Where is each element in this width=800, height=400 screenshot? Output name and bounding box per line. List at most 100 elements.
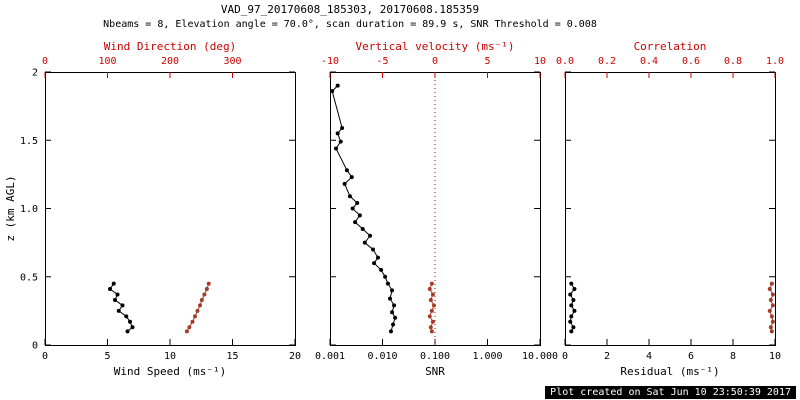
point-snr (344, 168, 349, 173)
point-snr (371, 247, 376, 252)
point-snr (342, 181, 347, 186)
point-vertical-velocity (427, 287, 432, 292)
point-residual (572, 308, 577, 313)
tick-label: 20 (289, 351, 301, 362)
point-vertical-velocity (429, 308, 434, 313)
panel-frame (45, 72, 296, 346)
tick-label: 0 (32, 341, 38, 352)
tick-label: 2 (32, 68, 38, 79)
point-residual (569, 303, 574, 308)
tick-label: 10.000 (522, 351, 558, 362)
point-snr (330, 89, 335, 94)
tick-label: 0.5 (20, 272, 38, 283)
tick-label: 2 (604, 351, 610, 362)
point-snr (392, 303, 397, 308)
tick-label: 10 (534, 56, 546, 67)
point-snr (355, 201, 360, 206)
series-line-wind-direction (186, 283, 210, 332)
point-wind-speed (108, 287, 112, 292)
series-line-wind-speed (109, 283, 134, 332)
point-correlation (769, 314, 774, 319)
point-residual (571, 325, 576, 330)
point-snr (375, 255, 380, 260)
tick-label: 0 (42, 351, 48, 362)
point-snr (393, 315, 398, 320)
point-correlation (770, 319, 775, 324)
point-residual (569, 281, 574, 286)
point-snr (357, 213, 362, 218)
point-snr (335, 83, 340, 88)
tick-label: 0.001 (315, 351, 345, 362)
point-wind-direction (190, 319, 195, 324)
point-snr (388, 329, 393, 334)
top-axis-label: Wind Direction (deg) (104, 40, 236, 53)
point-wind-direction (204, 287, 209, 292)
tick-label: 4 (646, 351, 652, 362)
y-axis-label: z (km AGL) (4, 175, 17, 241)
point-wind-speed (115, 292, 120, 297)
point-snr (360, 226, 365, 231)
tick-label: 0.0 (556, 56, 574, 67)
point-snr (391, 322, 396, 327)
tick-label: 1.0 (766, 56, 784, 67)
point-correlation (770, 303, 775, 308)
top-axis-label: Correlation (634, 40, 707, 53)
point-wind-speed (111, 281, 116, 286)
point-wind-speed (116, 308, 121, 313)
series-line-snr (331, 85, 396, 332)
tick-label: 0.010 (367, 351, 397, 362)
point-snr (388, 296, 393, 301)
tick-label: 0 (42, 56, 48, 67)
series-line-residual (569, 283, 576, 332)
point-vertical-velocity (429, 329, 434, 334)
tick-label: 8 (730, 351, 736, 362)
point-residual (568, 292, 573, 297)
bottom-axis-label: Wind Speed (ms⁻¹) (114, 365, 227, 378)
tick-label: 300 (223, 56, 241, 67)
point-correlation (769, 281, 774, 286)
point-residual (568, 319, 573, 324)
point-vertical-velocity (430, 319, 435, 324)
point-wind-direction (202, 292, 207, 297)
point-snr (385, 281, 390, 286)
panel-snr: 0.001 0.010 0.100 1.000 10.000 SNR -10 -5 0 5 10 Ve… (315, 40, 558, 378)
tick-label: 1.000 (472, 351, 502, 362)
point-snr (349, 175, 354, 180)
point-snr (390, 288, 395, 293)
tick-label: 0.2 (598, 56, 616, 67)
series-line-correlation (769, 283, 774, 332)
point-wind-speed (113, 297, 117, 302)
point-wind-direction (195, 308, 200, 313)
point-snr (379, 267, 384, 272)
plot-subtitle: Nbeams = 8, Elevation angle = 70.0°, sca… (103, 19, 597, 30)
point-wind-direction (198, 303, 202, 308)
point-snr (338, 139, 343, 144)
point-correlation (767, 308, 772, 313)
point-correlation (769, 329, 774, 334)
series-line-vertical-velocity (429, 283, 435, 332)
plot-title: VAD_97_20170608_185303, 20170608.185359 (220, 3, 480, 16)
tick-label: 0 (432, 56, 438, 67)
point-vertical-velocity (427, 314, 432, 319)
tick-label: -10 (321, 56, 339, 67)
point-correlation (768, 325, 773, 330)
bottom-axis-label: SNR (425, 365, 445, 378)
point-snr (347, 194, 352, 199)
tick-label: 5 (484, 56, 490, 67)
point-wind-direction (199, 297, 204, 302)
point-wind-direction (193, 314, 197, 319)
point-snr (383, 274, 388, 279)
tick-label: 0.8 (724, 56, 742, 67)
tick-label: -5 (376, 56, 388, 67)
tick-label: 0.4 (640, 56, 658, 67)
point-snr (340, 125, 345, 130)
point-wind-speed (128, 319, 132, 324)
point-residual (569, 329, 574, 334)
point-wind-speed (125, 329, 130, 334)
top-axis-label: Vertical velocity (ms⁻¹) (356, 40, 515, 53)
point-snr (335, 131, 340, 136)
point-vertical-velocity (430, 292, 435, 297)
point-vertical-velocity (428, 297, 433, 302)
